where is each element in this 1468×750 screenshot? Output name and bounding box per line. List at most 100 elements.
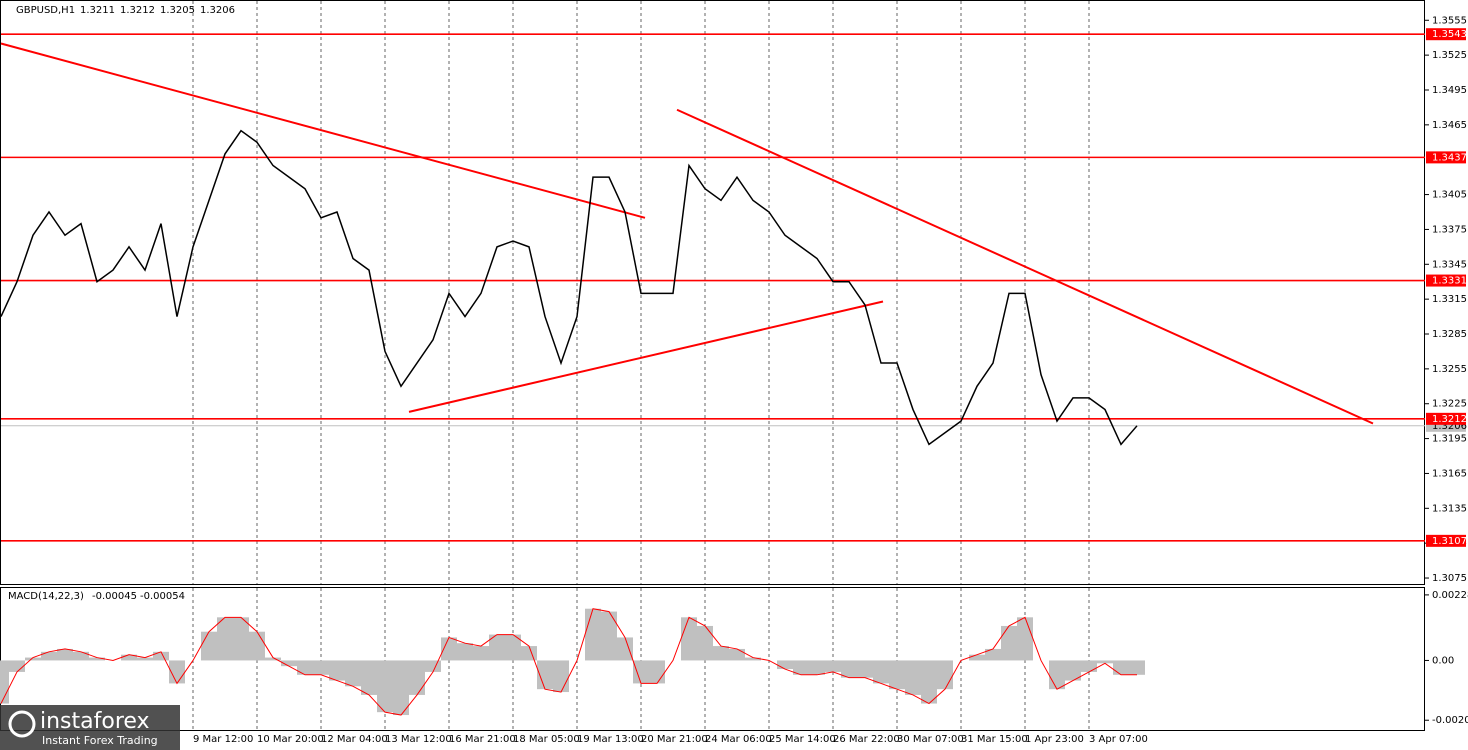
macd-bar: [505, 634, 521, 661]
x-tick-label: 31 Mar 15:00: [961, 734, 1028, 745]
y-tick-label: 1.3375: [1432, 224, 1467, 235]
macd-bar: [409, 660, 425, 695]
x-tick-label: 20 Mar 21:00: [641, 734, 708, 745]
macd-bar: [1081, 660, 1097, 672]
level-box: [1426, 412, 1466, 425]
macd-bar: [553, 660, 569, 693]
macd-bar: [921, 660, 937, 704]
x-tick-label: 30 Mar 07:00: [897, 734, 964, 745]
x-tick-label: 10 Mar 20:00: [257, 734, 324, 745]
macd-bar: [297, 660, 313, 675]
macd-bar: [633, 660, 649, 684]
macd-reading: -0.00045: [92, 591, 137, 602]
y-tick-label: 1.3165: [1432, 468, 1467, 479]
x-tick-label: 18 Mar 05:00: [513, 734, 580, 745]
ohlc-value: 1.3206: [200, 5, 235, 16]
macd-bar: [9, 660, 25, 672]
macd-bar: [313, 660, 329, 675]
macd-line: [0, 608, 1137, 716]
x-tick-label: 24 Mar 06:00: [705, 734, 772, 745]
logo-box: [0, 705, 180, 750]
macd-bar: [809, 660, 825, 675]
level-box: [1426, 274, 1466, 287]
macd-bar: [41, 651, 57, 661]
level-label: 1.3331: [1432, 276, 1467, 287]
y-tick-label: 1.3465: [1432, 120, 1467, 131]
y-tick-label: 1.3195: [1432, 434, 1467, 445]
macd-bar: [713, 646, 729, 661]
y-tick-label: 1.3525: [1432, 50, 1467, 61]
ohlc-value: 1.3212: [120, 5, 155, 16]
trendline: [676, 108, 1374, 425]
ohlc-value: 1.3205: [160, 5, 195, 16]
y-tick-label: 0.00: [1432, 655, 1454, 666]
logo-tagline: Instant Forex Trading: [42, 734, 158, 747]
macd-bar: [89, 657, 105, 661]
x-tick-label: 1 Apr 23:00: [1025, 734, 1084, 745]
macd-bar: [0, 660, 9, 704]
macd-bar: [537, 660, 553, 690]
x-tick-label: 19 Mar 13:00: [577, 734, 644, 745]
price-line: [0, 129, 1138, 446]
x-tick-label: 13 Mar 12:00: [385, 734, 452, 745]
macd-bar: [265, 657, 281, 661]
macd-bar: [889, 660, 905, 690]
x-tick-label: 12 Mar 04:00: [321, 734, 388, 745]
level-box: [1426, 151, 1466, 164]
macd-bar: [489, 634, 505, 661]
macd-bar: [649, 660, 665, 684]
macd-bar: [825, 660, 841, 672]
macd-bar: [217, 617, 233, 661]
trendline: [408, 300, 884, 413]
macd-bar: [1065, 660, 1081, 681]
macd-bar: [841, 660, 857, 678]
macd-bar: [969, 654, 985, 661]
macd-bar: [1097, 660, 1113, 664]
x-tick-label: 16 Mar 21:00: [449, 734, 516, 745]
y-tick-label: 1.3225: [1432, 399, 1467, 410]
y-tick-label: 1.3555: [1432, 15, 1467, 26]
macd-bar: [585, 608, 601, 661]
y-tick-label: 1.3345: [1432, 259, 1467, 270]
y-tick-label: 1.3285: [1432, 329, 1467, 340]
logo-name: instaforex: [40, 709, 150, 734]
macd-bar: [281, 660, 297, 667]
level-label: 1.3437: [1432, 152, 1467, 163]
level-label: 1.3107: [1432, 536, 1467, 547]
y-tick-label: 1.3075: [1432, 573, 1467, 584]
macd-bar: [361, 660, 377, 695]
macd-bar: [617, 637, 633, 661]
macd-frame: [0, 587, 1425, 731]
y-tick-label: 1.3255: [1432, 364, 1467, 375]
macd-bar: [777, 660, 793, 670]
macd-bar: [345, 660, 361, 687]
macd-bar: [1001, 625, 1017, 661]
macd-bar: [1017, 617, 1033, 661]
macd-bar: [697, 625, 713, 661]
macd-bar: [1113, 660, 1129, 675]
macd-bar: [1129, 660, 1145, 675]
macd-bar: [441, 637, 457, 661]
macd-reading: -0.00054: [140, 591, 185, 602]
macd-bar: [25, 657, 41, 661]
macd-bar: [201, 631, 217, 661]
main-frame: [0, 0, 1425, 585]
level-box: [1426, 534, 1466, 547]
macd-bar: [681, 617, 697, 661]
macd-bar: [521, 646, 537, 661]
macd-bar: [121, 654, 137, 661]
macd-bar: [457, 643, 473, 661]
y-tick-label: 1.3135: [1432, 503, 1467, 514]
macd-bar: [137, 657, 153, 661]
macd-bar: [233, 617, 249, 661]
trendline: [0, 42, 646, 219]
macd-label: MACD(14,22,3): [8, 591, 84, 602]
macd-bar: [873, 660, 889, 684]
macd-bar: [905, 660, 921, 695]
macd-bar: [857, 660, 873, 678]
symbol: GBPUSD,H1: [16, 5, 75, 16]
level-label: 1.3543: [1432, 29, 1467, 40]
y-tick-label: 0.00228: [1432, 590, 1468, 601]
macd-bar: [601, 611, 617, 661]
